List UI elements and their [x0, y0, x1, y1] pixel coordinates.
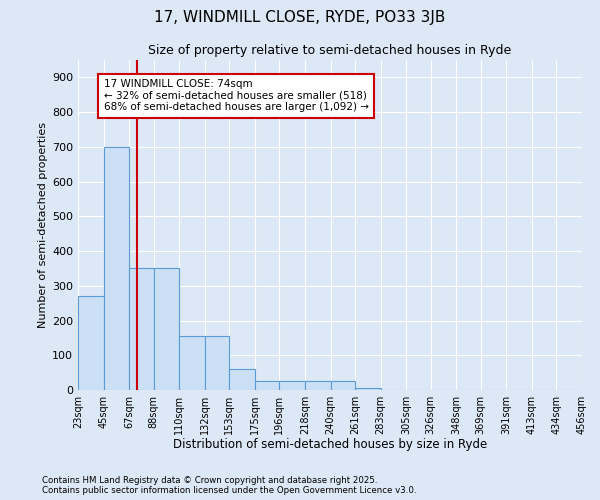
- Bar: [129, 268, 154, 390]
- Bar: [305, 382, 331, 390]
- Bar: [280, 382, 305, 390]
- Text: Contains HM Land Registry data © Crown copyright and database right 2025.
Contai: Contains HM Land Registry data © Crown c…: [42, 476, 416, 495]
- Bar: [229, 369, 255, 390]
- Title: Size of property relative to semi-detached houses in Ryde: Size of property relative to semi-detach…: [148, 44, 512, 58]
- X-axis label: Distribution of semi-detached houses by size in Ryde: Distribution of semi-detached houses by …: [173, 438, 487, 452]
- Bar: [104, 147, 129, 390]
- Y-axis label: Number of semi-detached properties: Number of semi-detached properties: [38, 122, 48, 328]
- Text: 17, WINDMILL CLOSE, RYDE, PO33 3JB: 17, WINDMILL CLOSE, RYDE, PO33 3JB: [154, 10, 446, 25]
- Bar: [154, 268, 179, 390]
- Bar: [179, 336, 205, 390]
- Text: 17 WINDMILL CLOSE: 74sqm
← 32% of semi-detached houses are smaller (518)
68% of : 17 WINDMILL CLOSE: 74sqm ← 32% of semi-d…: [104, 79, 368, 112]
- Bar: [205, 336, 229, 390]
- Bar: [331, 382, 355, 390]
- Bar: [255, 382, 280, 390]
- Bar: [355, 388, 380, 390]
- Bar: [78, 296, 104, 390]
